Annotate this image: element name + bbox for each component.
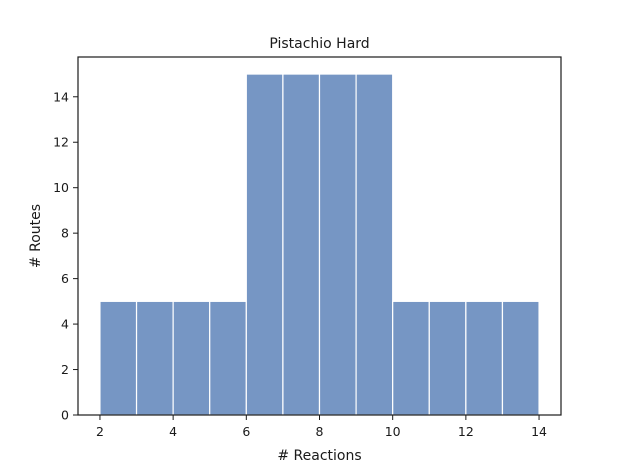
histogram-bar [172, 300, 211, 416]
x-axis-ticks: 2 4 6 8 10 12 14 [96, 415, 547, 439]
histogram-bar [99, 300, 138, 416]
y-tick-label: 2 [61, 362, 69, 377]
x-tick-label: 12 [458, 424, 474, 439]
histogram-bar [428, 300, 467, 416]
histogram-bar [245, 73, 284, 416]
y-tick-label: 6 [61, 271, 69, 286]
histogram-bar [465, 300, 504, 416]
histogram-bar [209, 300, 247, 416]
x-tick-label: 8 [316, 424, 324, 439]
y-tick-label: 0 [61, 408, 69, 423]
histogram-bar [135, 300, 174, 416]
x-tick-label: 4 [169, 424, 177, 439]
chart-title: Pistachio Hard [269, 36, 369, 52]
bars-group [99, 73, 540, 416]
y-tick-label: 4 [61, 317, 69, 332]
y-tick-label: 12 [53, 135, 69, 150]
histogram-bar [318, 73, 357, 416]
y-tick-label: 10 [53, 180, 69, 195]
x-tick-label: 10 [385, 424, 401, 439]
y-axis-ticks: 0 2 4 6 8 10 12 14 [53, 89, 78, 423]
y-axis-label: # Routes [28, 204, 44, 268]
y-tick-label: 14 [53, 89, 69, 104]
histogram-bar [282, 73, 321, 416]
histogram-bar [355, 73, 394, 416]
x-tick-label: 6 [242, 424, 250, 439]
y-tick-label: 8 [61, 226, 69, 241]
x-tick-label: 2 [96, 424, 104, 439]
plot-frame [77, 56, 562, 416]
x-tick-label: 14 [531, 424, 547, 439]
histogram-bar [501, 300, 540, 416]
histogram-bar [392, 300, 430, 416]
x-axis-label: # Reactions [277, 448, 361, 464]
